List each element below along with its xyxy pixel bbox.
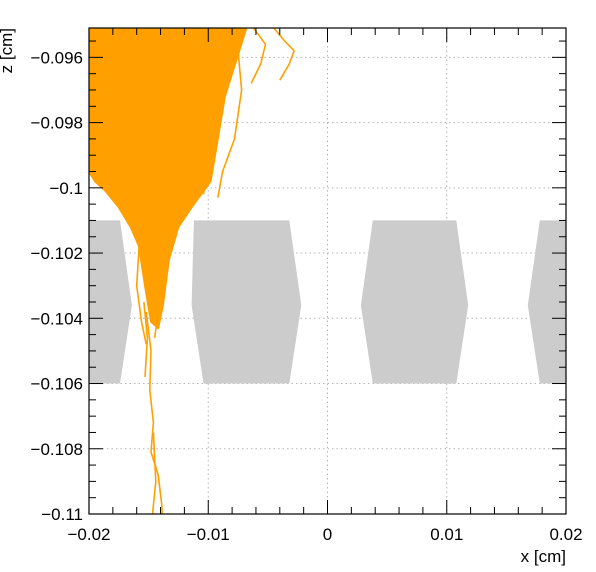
y-tick-labels: −0.096 −0.098 −0.1 −0.102 −0.104 −0.106 −0.108… — [31, 48, 83, 524]
x-axis-label: x [cm] — [521, 547, 566, 566]
track-4 — [147, 534, 163, 544]
track-3 — [151, 432, 157, 514]
y-tick-label: −0.102 — [31, 244, 83, 263]
track-7 — [273, 28, 295, 81]
x-tick-label: −0.01 — [187, 525, 230, 544]
electrode-4 — [527, 220, 566, 384]
electrode-structures — [89, 220, 566, 384]
y-tick-label: −0.106 — [31, 375, 83, 394]
axes — [88, 27, 567, 515]
x-tick-label: 0.02 — [549, 525, 582, 544]
x-tick-label: 0 — [323, 525, 332, 544]
y-tick-label: −0.096 — [31, 48, 83, 67]
electrode-3 — [360, 220, 469, 384]
y-tick-label: −0.098 — [31, 114, 83, 133]
track-5 — [217, 28, 243, 198]
track-8 — [202, 40, 214, 195]
y-axis-label: z [cm] — [0, 28, 16, 73]
electron-cloud — [89, 28, 248, 330]
x-tick-label: −0.02 — [67, 525, 110, 544]
track-9 — [135, 246, 147, 345]
y-tick-label: −0.108 — [31, 440, 83, 459]
x-tick-label: 0.01 — [430, 525, 463, 544]
track-2 — [143, 301, 149, 378]
electrode-1 — [89, 220, 132, 384]
y-tick-label: −0.104 — [31, 309, 83, 328]
y-tick-label: −0.11 — [41, 505, 83, 524]
track-10 — [153, 279, 167, 339]
electron-tracks — [89, 28, 295, 544]
y-tick-label: −0.1 — [49, 179, 83, 198]
track-6 — [250, 28, 267, 84]
x-tick-labels: −0.02 −0.01 0 0.01 0.02 — [67, 525, 582, 544]
electrode-2 — [191, 220, 302, 384]
